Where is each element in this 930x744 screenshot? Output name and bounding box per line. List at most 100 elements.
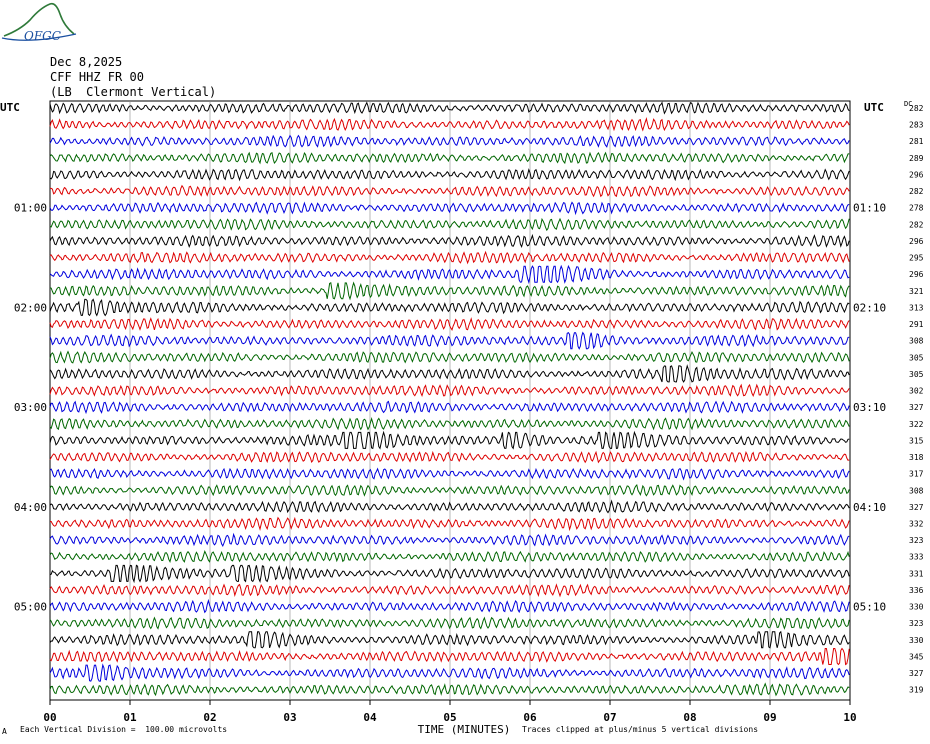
dc-offset-label: 282 — [909, 104, 924, 113]
dc-offset-label: 313 — [909, 303, 924, 312]
x-tick-label: 10 — [843, 711, 856, 724]
dc-offset-label: 283 — [909, 121, 924, 130]
dc-offset-label: 295 — [909, 254, 924, 263]
dc-offset-label: 322 — [909, 420, 924, 429]
dc-offset-label: 327 — [909, 503, 924, 512]
trace-row — [49, 416, 850, 431]
trace-row — [49, 583, 850, 598]
logo-mountain-icon — [3, 2, 75, 37]
dc-offset-label: 327 — [909, 403, 924, 412]
dc-offset-label: 345 — [909, 652, 924, 661]
trace-row — [49, 663, 850, 682]
trace-row — [49, 647, 850, 666]
utc-right-label: UTC — [864, 101, 884, 114]
dc-offset-label: 318 — [909, 453, 924, 462]
trace-row — [49, 151, 850, 165]
hour-label-right: 05:10 — [853, 601, 886, 614]
station-location: (LB Clermont Vertical) — [50, 85, 217, 99]
dc-offset-label: 289 — [909, 154, 924, 163]
trace-row — [49, 101, 850, 115]
trace-row — [49, 201, 850, 216]
dc-offset-label: 296 — [909, 170, 924, 179]
trace-row — [49, 298, 850, 317]
dc-offset-label: 315 — [909, 436, 924, 445]
trace-row — [49, 350, 850, 364]
trace-row — [49, 281, 850, 301]
trace-row — [49, 532, 850, 548]
trace-row — [49, 630, 850, 649]
dc-offset-label: 330 — [909, 603, 924, 612]
trace-row — [49, 450, 850, 464]
trace-row — [49, 400, 850, 415]
hour-label-left: 04:00 — [14, 501, 47, 514]
trace-row — [50, 184, 850, 198]
dc-offset-label: 302 — [909, 387, 924, 396]
dc-offset-label: 291 — [909, 320, 924, 329]
x-tick-label: 06 — [523, 711, 537, 724]
dc-offset-label: 333 — [909, 553, 924, 562]
trace-row — [49, 250, 850, 265]
record-date: Dec 8,2025 — [50, 55, 123, 69]
trace-row — [49, 383, 850, 398]
dc-offset-label: 327 — [909, 669, 924, 678]
trace-row — [49, 116, 850, 132]
trace-row — [49, 483, 850, 497]
dc-offset-label: 323 — [909, 536, 924, 545]
x-tick-label: 04 — [363, 711, 377, 724]
trace-row — [49, 598, 850, 614]
hour-label-right: 02:10 — [853, 301, 886, 314]
hour-label-left: 01:00 — [14, 202, 47, 215]
x-tick-label: 03 — [283, 711, 296, 724]
x-tick-label: 00 — [43, 711, 56, 724]
dc-offset-label: 308 — [909, 337, 924, 346]
x-tick-label: 05 — [443, 711, 456, 724]
ofgc-logo: OFGC — [1, 2, 77, 43]
trace-row — [49, 331, 850, 350]
dc-offset-label: 296 — [909, 237, 924, 246]
trace-row — [49, 499, 850, 514]
hour-label-right: 01:10 — [853, 202, 886, 215]
dc-offset-label: 308 — [909, 486, 924, 495]
x-tick-label: 07 — [603, 711, 616, 724]
dc-header-label: DC — [904, 100, 912, 108]
trace-row — [49, 217, 850, 232]
clip-note: Traces clipped at plus/minus 5 vertical … — [522, 725, 759, 734]
trace-row — [49, 564, 850, 584]
corner-mark: A — [2, 727, 7, 736]
trace-row — [50, 516, 850, 532]
hour-label-left: 02:00 — [14, 301, 47, 314]
trace-row — [49, 134, 850, 148]
dc-offset-label: 305 — [909, 370, 924, 379]
utc-left-label: UTC — [0, 101, 20, 114]
trace-row — [49, 550, 850, 563]
trace-row — [49, 364, 850, 383]
trace-row — [49, 317, 850, 331]
dc-offset-label: 296 — [909, 270, 924, 279]
seismic-traces — [49, 101, 850, 697]
trace-row — [49, 264, 850, 285]
minute-gridlines — [129, 101, 771, 700]
dc-offset-label: 282 — [909, 187, 924, 196]
trace-row — [49, 233, 850, 248]
x-tick-label: 01 — [123, 711, 137, 724]
logo-text: OFGC — [24, 29, 61, 43]
channel-code: CFF HHZ FR 00 — [50, 70, 144, 84]
trace-row — [49, 168, 850, 182]
hour-label-left: 03:00 — [14, 401, 47, 414]
hour-label-right: 03:10 — [853, 401, 886, 414]
trace-row — [49, 682, 850, 697]
hour-label-left: 05:00 — [14, 601, 47, 614]
dc-offset-label: 282 — [909, 220, 924, 229]
scale-note: Each Vertical Division = 100.00 microvol… — [20, 725, 228, 734]
dc-offset-label: 332 — [909, 520, 924, 529]
x-tick-label: 02 — [203, 711, 216, 724]
logo-swoosh-icon — [1, 33, 77, 41]
dc-offset-label: 330 — [909, 636, 924, 645]
dc-offset-label: 278 — [909, 204, 924, 213]
trace-row — [49, 430, 850, 450]
x-tick-label: 09 — [763, 711, 776, 724]
dc-offset-label: 331 — [909, 569, 924, 578]
dc-offset-label: 336 — [909, 586, 924, 595]
dc-offset-label: 317 — [909, 470, 924, 479]
